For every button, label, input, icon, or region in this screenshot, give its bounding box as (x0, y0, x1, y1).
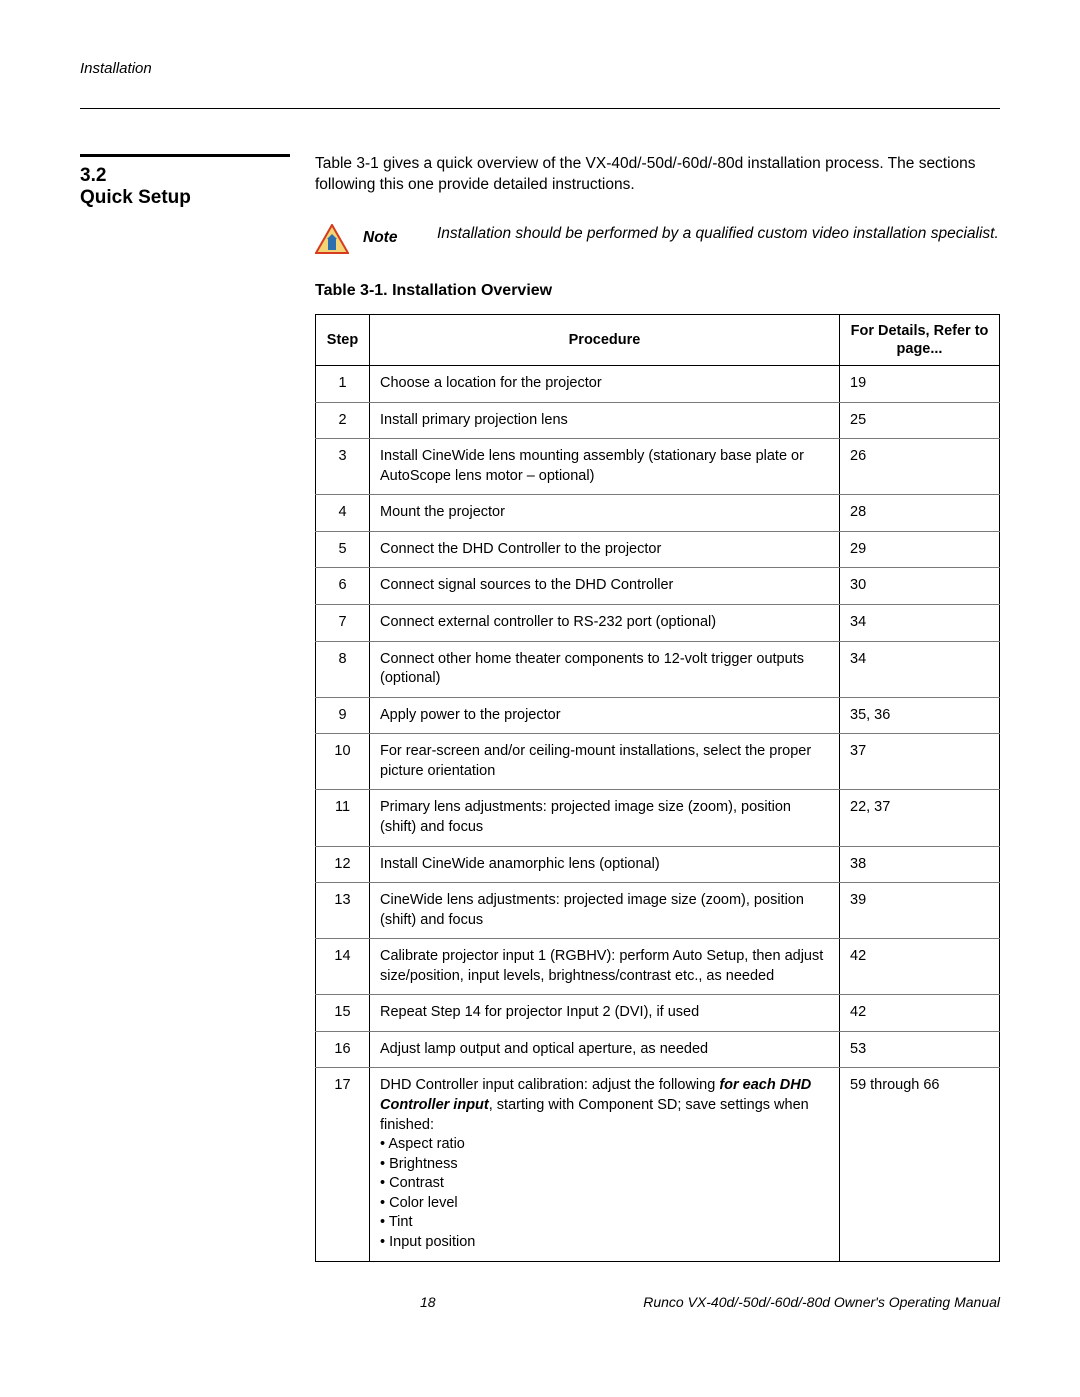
cell-procedure: Calibrate projector input 1 (RGBHV): per… (370, 939, 840, 995)
cell-step: 16 (316, 1031, 370, 1068)
cell-step: 1 (316, 366, 370, 403)
note-label: Note (363, 224, 423, 247)
cell-procedure: CineWide lens adjustments: projected ima… (370, 883, 840, 939)
cell-step: 5 (316, 531, 370, 568)
cell-step: 2 (316, 402, 370, 439)
cell-page: 37 (840, 734, 1000, 790)
manual-name: Runco VX-40d/-50d/-60d/-80d Owner's Oper… (643, 1294, 1000, 1310)
cell-procedure: Connect the DHD Controller to the projec… (370, 531, 840, 568)
col-header-step: Step (316, 314, 370, 365)
intro-text: Table 3-1 gives a quick overview of the … (315, 154, 1000, 196)
cell-page: 34 (840, 641, 1000, 697)
bullet-item: Brightness (380, 1155, 829, 1175)
bullet-item: Tint (380, 1213, 829, 1233)
cell-page: 26 (840, 439, 1000, 495)
table-row: 9Apply power to the projector35, 36 (316, 697, 1000, 734)
cell-procedure: Primary lens adjustments: projected imag… (370, 790, 840, 846)
cell-page: 22, 37 (840, 790, 1000, 846)
table-caption: Table 3-1. Installation Overview (315, 282, 1000, 300)
table-row: 12Install CineWide anamorphic lens (opti… (316, 846, 1000, 883)
table-row: 3Install CineWide lens mounting assembly… (316, 439, 1000, 495)
table-row: 4Mount the projector28 (316, 495, 1000, 532)
col-header-procedure: Procedure (370, 314, 840, 365)
cell-procedure: Repeat Step 14 for projector Input 2 (DV… (370, 995, 840, 1032)
cell-procedure: Adjust lamp output and optical aperture,… (370, 1031, 840, 1068)
cell-page: 25 (840, 402, 1000, 439)
bullet-item: Input position (380, 1233, 829, 1253)
col-header-page: For Details, Refer to page... (840, 314, 1000, 365)
bullet-item: Aspect ratio (380, 1135, 829, 1155)
table-header-row: Step Procedure For Details, Refer to pag… (316, 314, 1000, 365)
cell-procedure: Mount the projector (370, 495, 840, 532)
bullet-item: Color level (380, 1194, 829, 1214)
table-row: 10For rear-screen and/or ceiling-mount i… (316, 734, 1000, 790)
cell-step: 11 (316, 790, 370, 846)
left-column: 3.2 Quick Setup (80, 154, 290, 1262)
section-title: Quick Setup (80, 187, 290, 209)
cell-step: 3 (316, 439, 370, 495)
cell-page: 59 through 66 (840, 1068, 1000, 1261)
page-number: 18 (420, 1294, 436, 1310)
table-row: 17DHD Controller input calibration: adju… (316, 1068, 1000, 1261)
table-row: 8Connect other home theater components t… (316, 641, 1000, 697)
cell-step: 17 (316, 1068, 370, 1261)
cell-procedure: Apply power to the projector (370, 697, 840, 734)
cell-page: 42 (840, 995, 1000, 1032)
cell-page: 39 (840, 883, 1000, 939)
cell-step: 12 (316, 846, 370, 883)
cell-step: 8 (316, 641, 370, 697)
note-block: Note Installation should be performed by… (315, 224, 1000, 254)
section-divider (80, 154, 290, 157)
cell-page: 38 (840, 846, 1000, 883)
section-number: 3.2 (80, 165, 290, 187)
table-row: 2Install primary projection lens25 (316, 402, 1000, 439)
content-row: 3.2 Quick Setup Table 3-1 gives a quick … (80, 154, 1000, 1262)
table-row: 6Connect signal sources to the DHD Contr… (316, 568, 1000, 605)
cell-step: 13 (316, 883, 370, 939)
cell-page: 34 (840, 605, 1000, 642)
cell-page: 19 (840, 366, 1000, 403)
page-header: Installation (80, 60, 1000, 109)
installation-table: Step Procedure For Details, Refer to pag… (315, 314, 1000, 1262)
cell-procedure: Connect other home theater components to… (370, 641, 840, 697)
table-row: 14Calibrate projector input 1 (RGBHV): p… (316, 939, 1000, 995)
warning-triangle-icon (315, 224, 349, 254)
cell-procedure: For rear-screen and/or ceiling-mount ins… (370, 734, 840, 790)
cell-step: 10 (316, 734, 370, 790)
table-row: 11Primary lens adjustments: projected im… (316, 790, 1000, 846)
header-section-label: Installation (80, 60, 152, 77)
procedure-bullets: Aspect ratioBrightnessContrastColor leve… (380, 1135, 829, 1252)
cell-procedure: Install CineWide lens mounting assembly … (370, 439, 840, 495)
cell-step: 15 (316, 995, 370, 1032)
cell-step: 6 (316, 568, 370, 605)
cell-page: 30 (840, 568, 1000, 605)
table-row: 15Repeat Step 14 for projector Input 2 (… (316, 995, 1000, 1032)
cell-procedure: Connect external controller to RS-232 po… (370, 605, 840, 642)
right-column: Table 3-1 gives a quick overview of the … (315, 154, 1000, 1262)
cell-page: 28 (840, 495, 1000, 532)
cell-procedure: Connect signal sources to the DHD Contro… (370, 568, 840, 605)
cell-procedure: Install CineWide anamorphic lens (option… (370, 846, 840, 883)
page-footer: 18 Runco VX-40d/-50d/-60d/-80d Owner's O… (80, 1294, 1000, 1310)
table-row: 5Connect the DHD Controller to the proje… (316, 531, 1000, 568)
cell-step: 7 (316, 605, 370, 642)
cell-procedure: DHD Controller input calibration: adjust… (370, 1068, 840, 1261)
cell-page: 35, 36 (840, 697, 1000, 734)
note-text: Installation should be performed by a qu… (437, 224, 999, 245)
cell-page: 42 (840, 939, 1000, 995)
table-row: 13CineWide lens adjustments: projected i… (316, 883, 1000, 939)
cell-step: 14 (316, 939, 370, 995)
cell-procedure: Choose a location for the projector (370, 366, 840, 403)
bullet-item: Contrast (380, 1174, 829, 1194)
cell-step: 9 (316, 697, 370, 734)
cell-procedure: Install primary projection lens (370, 402, 840, 439)
cell-page: 53 (840, 1031, 1000, 1068)
table-row: 7Connect external controller to RS-232 p… (316, 605, 1000, 642)
table-row: 16Adjust lamp output and optical apertur… (316, 1031, 1000, 1068)
cell-step: 4 (316, 495, 370, 532)
cell-page: 29 (840, 531, 1000, 568)
table-row: 1Choose a location for the projector19 (316, 366, 1000, 403)
